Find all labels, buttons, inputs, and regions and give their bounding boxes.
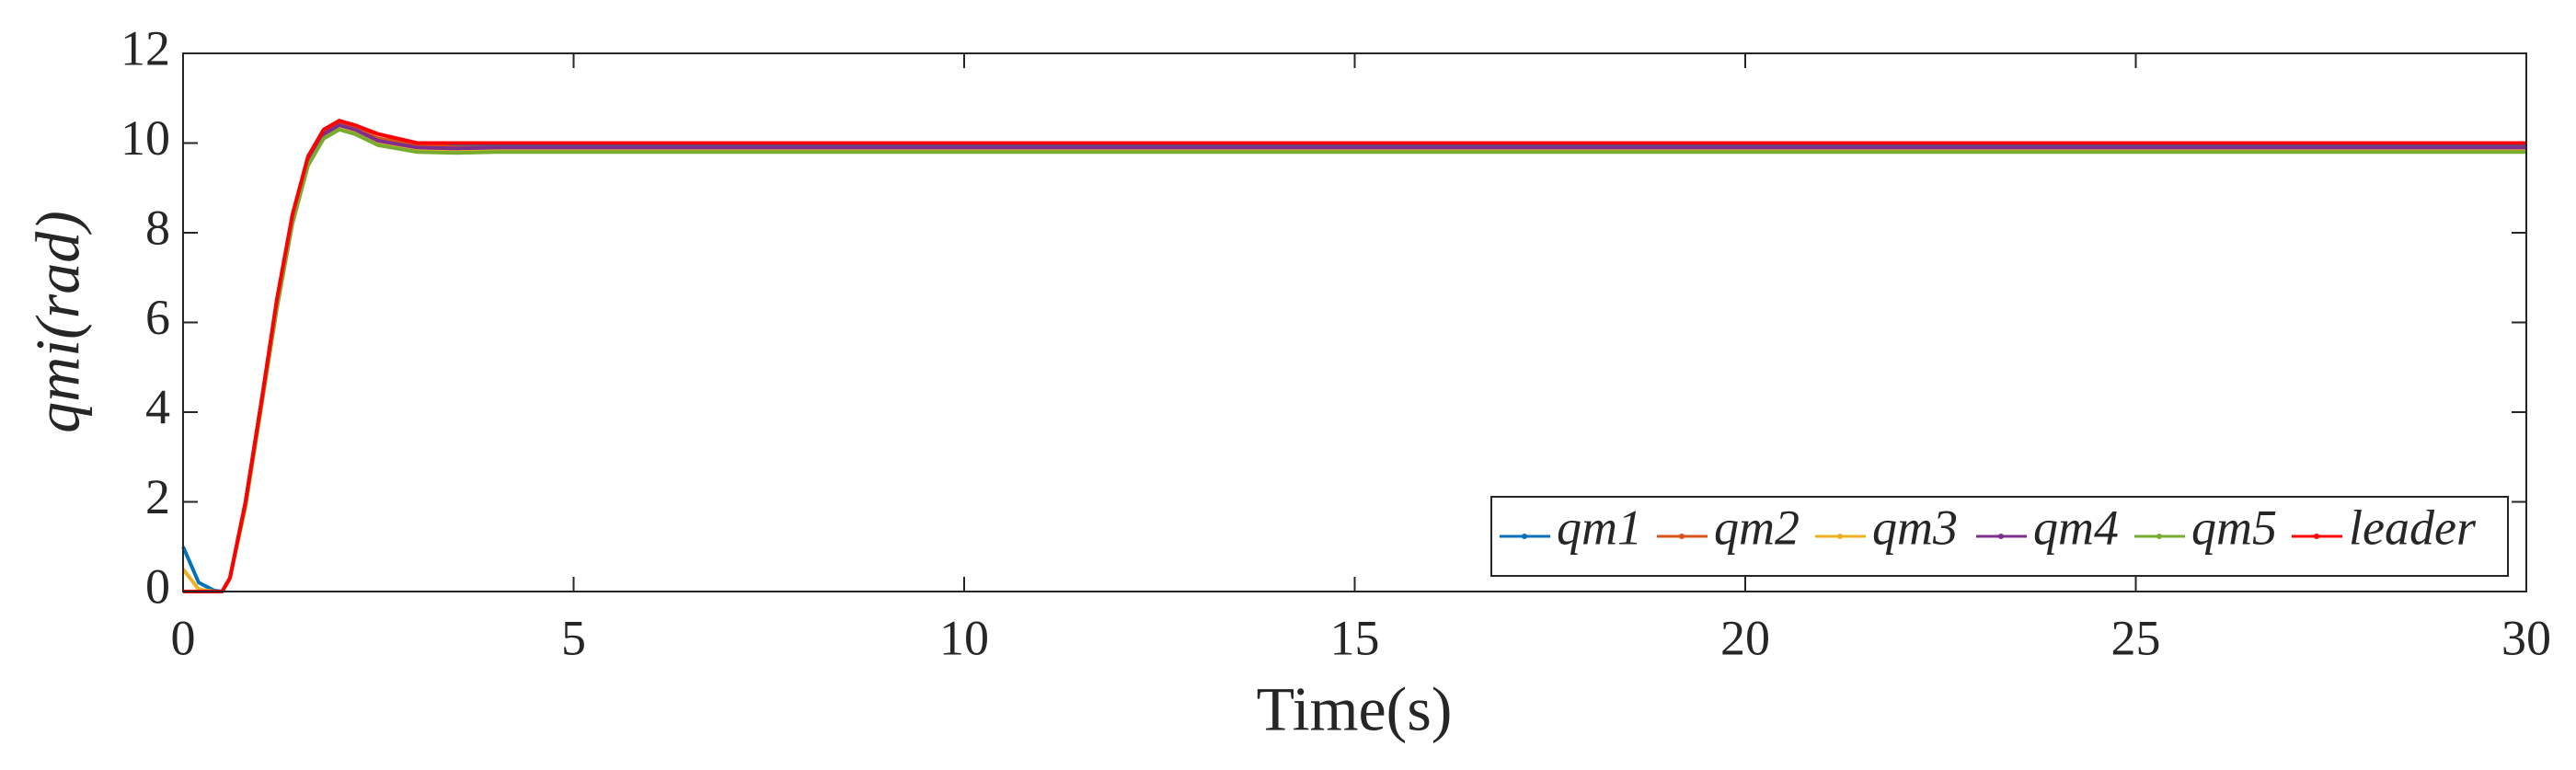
legend-label: qm3 [1872, 500, 1958, 555]
legend: qm1 qm2 qm3 qm4 qm5 leader [1490, 496, 2509, 577]
y-tick-label: 8 [145, 200, 170, 255]
plot-frame [182, 52, 2527, 592]
series-line [183, 119, 2526, 593]
y-tick-label: 10 [121, 110, 170, 166]
y-axis-label: qmi(rad) [23, 211, 93, 433]
x-axis-label: Time(s) [1257, 674, 1453, 744]
legend-label: qm5 [2191, 500, 2277, 555]
legend-marker [2156, 534, 2162, 539]
legend-marker [1998, 534, 2004, 539]
legend-label: leader [2349, 500, 2477, 555]
legend-label: qm4 [2033, 500, 2119, 555]
y-tick-label: 6 [145, 290, 170, 345]
legend-label: qm1 [1557, 500, 1642, 555]
y-tick-label: 0 [145, 558, 170, 614]
legend-marker [1837, 534, 1843, 539]
y-tick-label: 2 [145, 469, 170, 524]
x-tick-label: 0 [171, 610, 196, 665]
x-tick-label: 25 [2111, 610, 2161, 665]
x-tick-label: 20 [1720, 610, 1770, 665]
x-tick-label: 30 [2501, 610, 2551, 665]
legend-marker [1522, 534, 1527, 539]
x-tick-label: 10 [939, 610, 989, 665]
legend-marker [2314, 534, 2319, 539]
x-tick-label: 15 [1330, 610, 1380, 665]
legend-label: qm2 [1714, 500, 1800, 555]
y-tick-label: 12 [121, 20, 170, 75]
x-tick-label: 5 [561, 610, 586, 665]
y-tick-label: 4 [145, 379, 170, 434]
legend-marker [1679, 534, 1685, 539]
